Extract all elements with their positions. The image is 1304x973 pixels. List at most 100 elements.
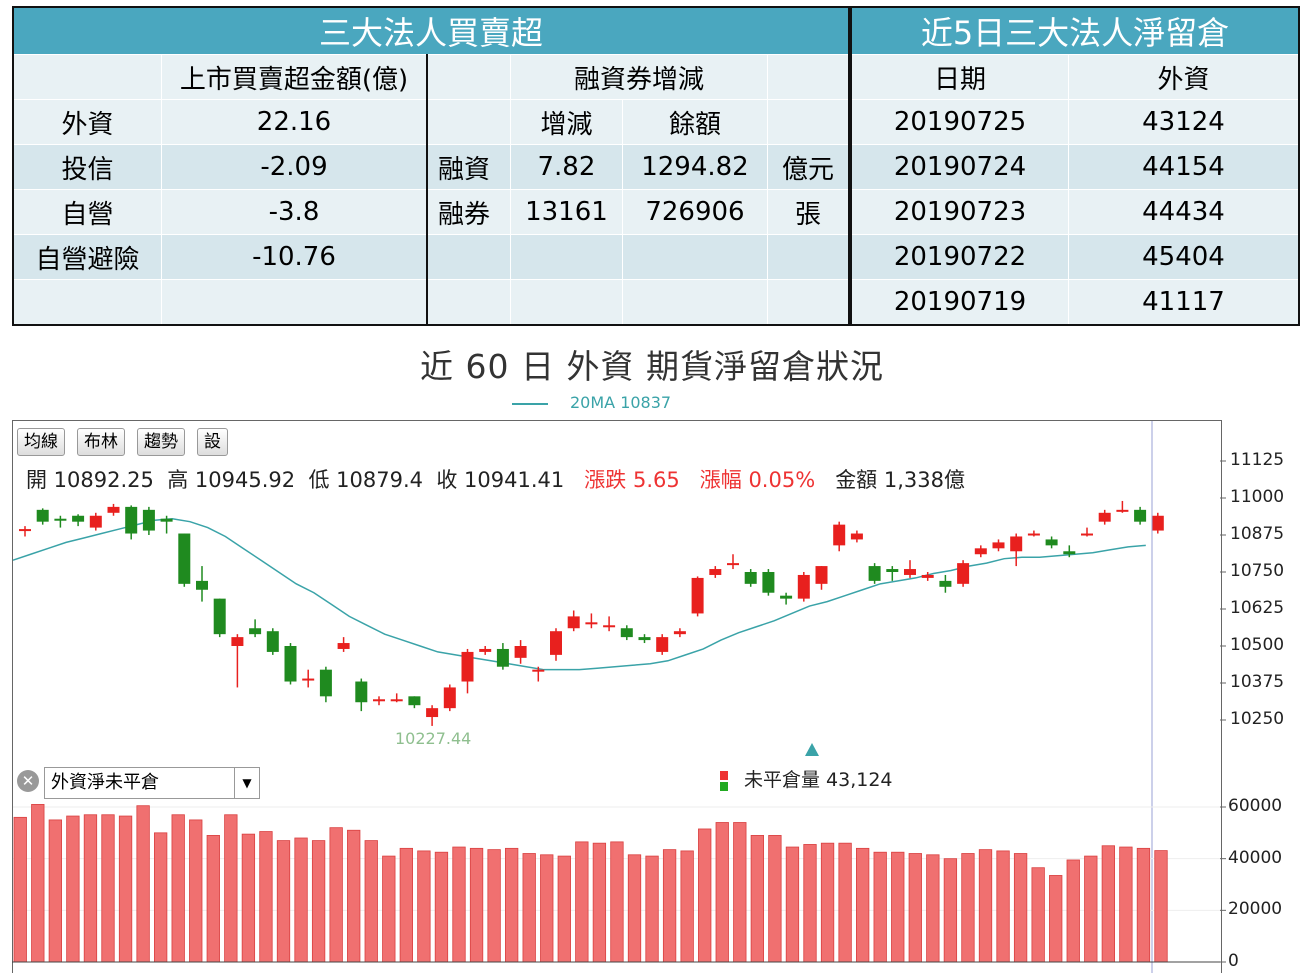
candle-body [1045,539,1058,546]
candle-body [125,506,138,534]
volume-bar [540,854,554,963]
amount-cell: 22.16 [161,99,428,145]
margin-balance-cell [621,234,769,280]
volume-bar [680,850,694,963]
candle-body [160,518,173,522]
ohlc-info: 開 10892.25 高 10945.92 低 10879.4 收 10941.… [26,464,965,494]
volume-bar [13,816,27,963]
ma20-line [12,517,1146,671]
volume-bar [908,853,922,963]
price-tick-label: 10750 [1230,561,1285,581]
volume-bar [224,814,238,963]
price-tick-label: 10500 [1230,635,1285,655]
volume-bar [610,841,624,963]
empty-header-cell [12,54,162,100]
amount-cell: -10.76 [161,234,428,280]
volume-bar [785,846,800,963]
candle-body [815,566,828,584]
candle-body [1081,533,1093,536]
volume-bar [715,822,729,963]
margin-label-cell [426,279,511,326]
volume-bar [487,849,501,963]
table-row: 自營避險 -10.76 [12,234,850,280]
table-row: 20190722 45404 [850,234,1300,280]
volume-bar [452,846,466,963]
volume-bar [1066,859,1080,963]
candle-body [939,580,952,587]
price-tick-label: 10375 [1230,672,1285,692]
candle-body [1134,509,1147,522]
price-chart-panel[interactable] [12,420,1222,758]
candle-body [974,548,987,555]
volume-bar [399,847,414,963]
right-table-title: 近5日三大法人淨留倉 [850,6,1300,55]
volume-bar [1101,845,1115,963]
close-icon[interactable]: ✕ [17,770,39,792]
candle-body [957,563,970,584]
volume-bar [276,840,291,963]
volume-bar [575,841,589,963]
table-row: 自營 -3.8 融券 13161 726906 張 [12,189,850,235]
volume-bar [347,829,361,963]
candle-body [1010,536,1023,552]
candle-body [850,533,863,540]
volume-bar [891,851,905,963]
candle-body [19,529,31,532]
chart-title: 近 60 日 外資 期貨淨留倉狀況 [420,347,884,386]
margin-unit-cell [767,279,850,326]
trend-button[interactable]: 趨勢 [137,428,185,456]
table-row: 投信 -2.09 融資 7.82 1294.82 億元 [12,144,850,190]
margin-label-header [426,54,511,100]
volume-bar [311,840,326,963]
volume-bar [698,828,712,963]
margin-change-cell [510,234,623,280]
volume-bar [996,850,1010,963]
institution-name: 投信 [12,144,162,190]
foreign-header: 外資 [1068,54,1300,100]
ma-button[interactable]: 均線 [17,428,65,456]
candle-body [496,648,509,667]
candle-body [213,598,226,635]
volume-bar [434,851,449,963]
volume-bar [856,847,870,963]
bollinger-button[interactable]: 布林 [77,428,125,456]
candle-body [196,580,208,590]
candle-body [868,566,881,581]
institution-name: 自營 [12,189,162,235]
ma-legend-text: 20MA 10837 [570,393,672,412]
date-header: 日期 [850,54,1069,100]
candle-body [709,569,722,575]
candle-body [36,509,49,522]
volume-bar [469,847,484,963]
candle-body [142,509,155,531]
volume-bar [978,849,993,963]
volume-bar [1136,847,1151,963]
volume-bar [943,858,958,963]
foreign-value-cell: 44434 [1068,189,1300,235]
margin-header: 融資券增減 [510,54,768,100]
date-cell: 20190719 [850,279,1069,326]
margin-change-cell: 增減 [510,99,623,145]
volume-bar [838,842,852,963]
high-value: 高 10945.92 [167,468,296,492]
settings-button[interactable]: 設 [197,428,228,456]
margin-label-cell [426,99,511,145]
table-row: 20190725 43124 [850,99,1300,145]
candle-body [1116,509,1129,512]
candle-body [54,518,67,521]
indicator-select[interactable]: 外資淨未平倉 ▼ [44,767,260,799]
volume-bar [171,814,185,963]
chevron-down-icon[interactable]: ▼ [234,768,259,798]
price-tick-label: 10250 [1230,709,1285,729]
volume-bar [31,804,45,963]
candle-body [567,616,580,629]
date-cell: 20190722 [850,234,1069,280]
candle-body [797,574,810,599]
volume-bar [627,854,642,963]
volume-bar [382,855,396,963]
candle-body [302,678,315,681]
indicator-select-value: 外資淨未平倉 [51,772,159,793]
volume-bar [1049,875,1063,963]
volume-bar [329,827,343,963]
